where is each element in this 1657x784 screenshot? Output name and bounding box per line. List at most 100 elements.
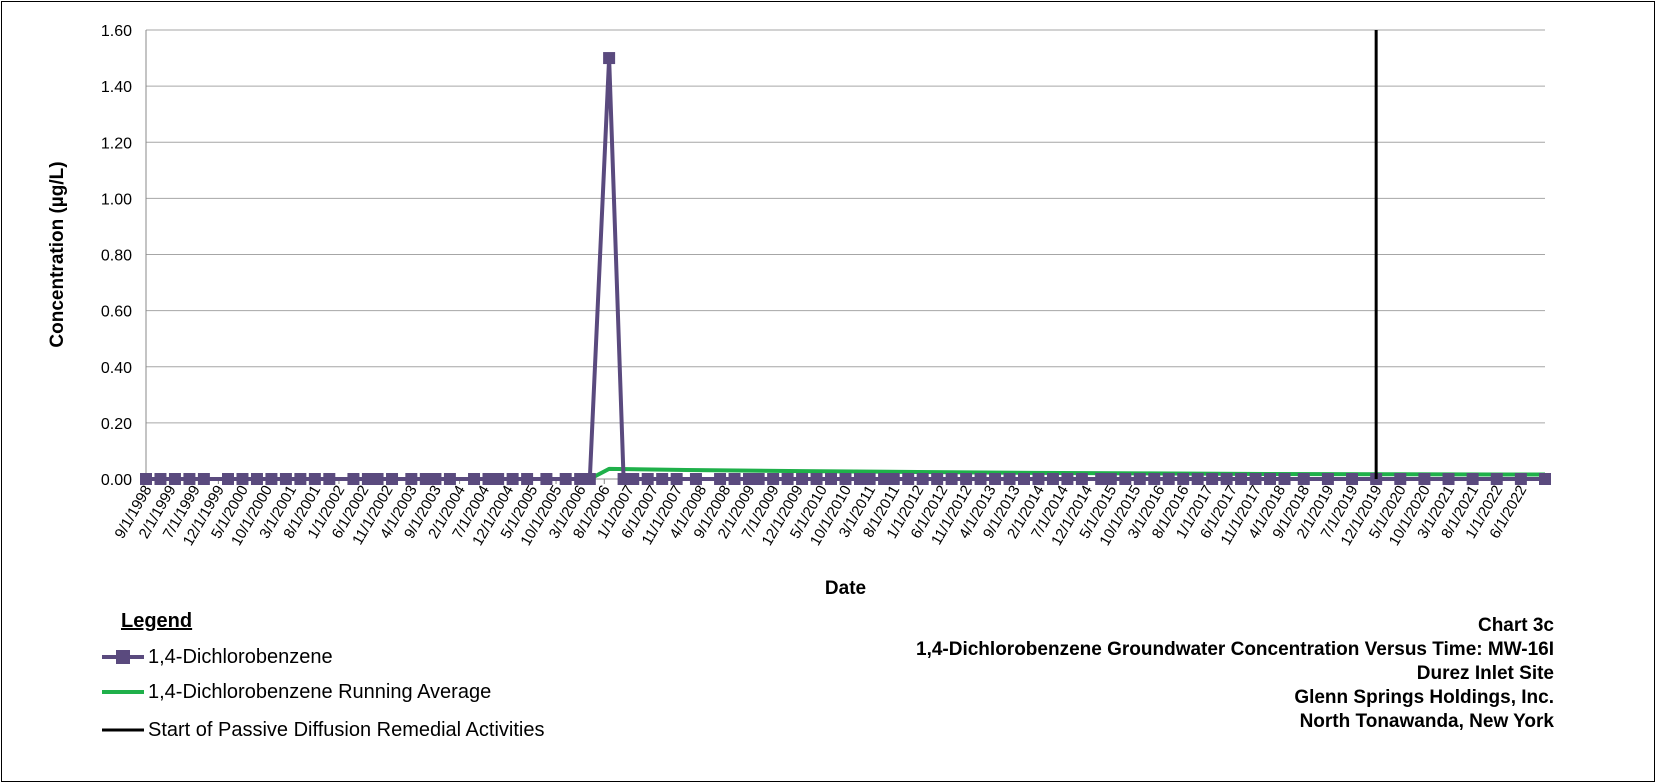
data-point-dichlorobenzene	[506, 473, 519, 485]
data-point-dichlorobenzene	[878, 473, 891, 485]
y-tick-label: 1.60	[101, 23, 132, 40]
data-point-dichlorobenzene	[1104, 473, 1117, 485]
y-tick-label: 0.00	[101, 472, 132, 489]
data-point-dichlorobenzene	[521, 473, 534, 485]
data-point-dichlorobenzene	[1061, 473, 1074, 485]
chart-title: 1,4-Dichlorobenzene Groundwater Concentr…	[916, 639, 1554, 660]
data-point-dichlorobenzene	[743, 473, 756, 485]
data-point-dichlorobenzene	[1095, 473, 1108, 485]
data-point-dichlorobenzene	[1514, 473, 1527, 485]
data-point-dichlorobenzene	[887, 473, 900, 485]
data-point-dichlorobenzene	[1032, 473, 1045, 485]
data-point-dichlorobenzene	[574, 473, 587, 485]
data-point-dichlorobenzene	[1297, 473, 1310, 485]
data-point-dichlorobenzene	[1394, 473, 1407, 485]
data-point-dichlorobenzene	[810, 473, 823, 485]
data-point-dichlorobenzene	[825, 473, 838, 485]
data-point-dichlorobenzene	[559, 473, 572, 485]
data-point-dichlorobenzene	[1162, 473, 1175, 485]
data-point-dichlorobenzene	[916, 473, 929, 485]
data-point-dichlorobenzene	[1003, 473, 1016, 485]
data-point-dichlorobenzene	[482, 473, 495, 485]
data-point-dichlorobenzene	[839, 473, 852, 485]
title-block: Chart 3c 1,4-Dichlorobenzene Groundwater…	[916, 614, 1554, 734]
legend-item-running-average: 1,4-Dichlorobenzene Running Average	[100, 681, 491, 703]
data-point-dichlorobenzene	[945, 473, 958, 485]
y-tick-label: 0.80	[101, 248, 132, 265]
data-point-dichlorobenzene	[1346, 473, 1359, 485]
data-point-dichlorobenzene	[641, 473, 654, 485]
data-point-dichlorobenzene	[603, 52, 616, 65]
data-point-dichlorobenzene	[197, 473, 210, 485]
data-point-dichlorobenzene	[627, 473, 640, 485]
site-name: Durez Inlet Site	[1416, 663, 1554, 684]
data-point-dichlorobenzene	[323, 473, 336, 485]
legend-item-remedial-start: Start of Passive Diffusion Remedial Acti…	[100, 719, 544, 741]
data-point-dichlorobenzene	[1249, 473, 1262, 485]
data-point-dichlorobenzene	[714, 473, 727, 485]
data-point-dichlorobenzene	[1220, 473, 1233, 485]
legend-swatch-remedial-start	[102, 728, 144, 732]
data-point-dichlorobenzene	[140, 473, 152, 485]
data-point-dichlorobenzene	[1490, 473, 1503, 485]
data-point-dichlorobenzene	[540, 473, 553, 485]
data-point-dichlorobenzene	[1177, 473, 1190, 485]
data-point-dichlorobenzene	[347, 473, 360, 485]
data-point-dichlorobenzene	[1148, 473, 1161, 485]
y-tick-label: 0.20	[101, 416, 132, 433]
data-point-dichlorobenzene	[689, 473, 702, 485]
data-point-dichlorobenzene	[279, 473, 292, 485]
data-point-dichlorobenzene	[1278, 473, 1291, 485]
data-point-dichlorobenzene	[183, 473, 196, 485]
y-tick-label: 1.00	[101, 191, 132, 208]
data-point-dichlorobenzene	[902, 473, 915, 485]
data-point-dichlorobenzene	[1321, 473, 1334, 485]
data-point-dichlorobenzene	[236, 473, 249, 485]
data-point-dichlorobenzene	[863, 473, 876, 485]
company-name: Glenn Springs Holdings, Inc.	[1294, 687, 1554, 708]
data-point-dichlorobenzene	[1442, 473, 1455, 485]
data-point-dichlorobenzene	[1206, 473, 1219, 485]
y-tick-label: 1.40	[101, 79, 132, 96]
y-tick-label: 0.40	[101, 360, 132, 377]
legend-label-remedial-start: Start of Passive Diffusion Remedial Acti…	[148, 718, 545, 741]
data-point-dichlorobenzene	[656, 473, 669, 485]
series-line-dichlorobenzene	[146, 56, 1545, 481]
y-axis-title: Concentration (µg/L)	[47, 161, 68, 347]
data-point-dichlorobenzene	[1075, 473, 1088, 485]
legend-item-dichlorobenzene: 1,4-Dichlorobenzene	[100, 646, 333, 668]
data-point-dichlorobenzene	[1133, 473, 1146, 485]
data-point-dichlorobenzene	[767, 473, 780, 485]
data-point-dichlorobenzene	[1418, 473, 1431, 485]
chart-number: Chart 3c	[1477, 615, 1554, 636]
data-point-dichlorobenzene	[294, 473, 307, 485]
data-point-dichlorobenzene	[960, 473, 973, 485]
data-point-dichlorobenzene	[752, 473, 765, 485]
data-point-dichlorobenzene	[974, 473, 987, 485]
data-point-dichlorobenzene	[429, 473, 442, 485]
legend-label-dichlorobenzene: 1,4-Dichlorobenzene	[148, 645, 333, 668]
location-name: North Tonawanda, New York	[1299, 711, 1554, 732]
data-point-dichlorobenzene	[1235, 473, 1248, 485]
legend-swatch-running-average	[102, 690, 144, 694]
legend-title: Legend	[121, 610, 193, 632]
data-point-dichlorobenzene	[1017, 473, 1030, 485]
data-point-dichlorobenzene	[989, 473, 1002, 485]
data-point-dichlorobenzene	[670, 473, 683, 485]
data-point-dichlorobenzene	[796, 473, 809, 485]
data-point-dichlorobenzene	[168, 473, 181, 485]
data-point-dichlorobenzene	[492, 473, 505, 485]
data-point-dichlorobenzene	[1466, 473, 1479, 485]
data-point-dichlorobenzene	[154, 473, 167, 485]
data-point-dichlorobenzene	[1539, 473, 1551, 485]
data-point-dichlorobenzene	[1264, 473, 1277, 485]
data-point-dichlorobenzene	[405, 473, 418, 485]
data-point-dichlorobenzene	[931, 473, 944, 485]
legend-swatch-dichlorobenzene	[102, 650, 144, 664]
data-point-dichlorobenzene	[361, 473, 374, 485]
data-point-dichlorobenzene	[728, 473, 741, 485]
data-point-dichlorobenzene	[419, 473, 432, 485]
data-point-dichlorobenzene	[386, 473, 399, 485]
